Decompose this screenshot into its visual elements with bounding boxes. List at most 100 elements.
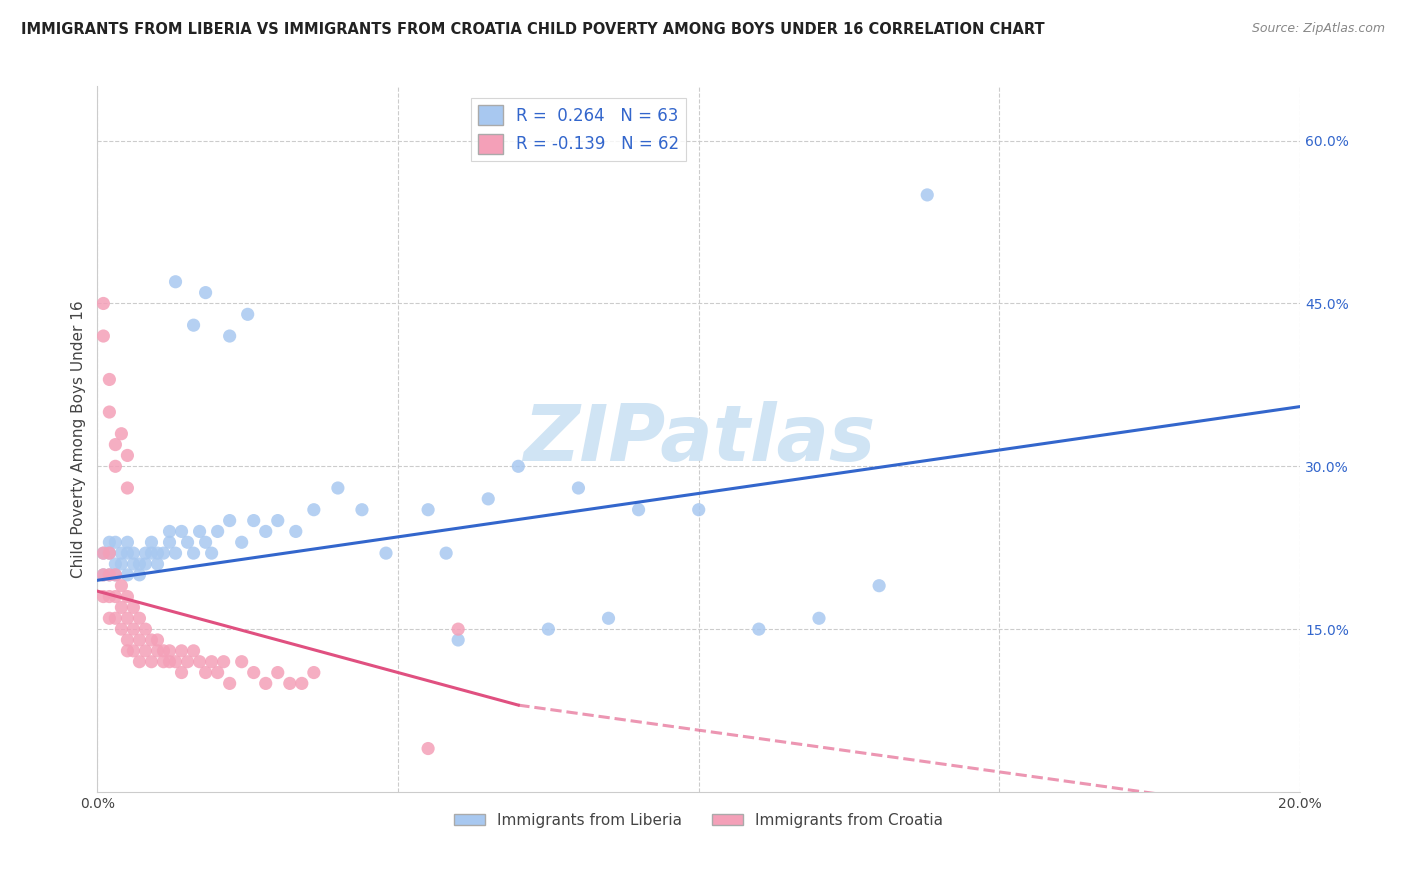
Point [416,502,439,516]
Point [188,655,211,669]
Point [165,275,187,289]
Point [267,665,290,680]
Point [242,514,264,528]
Point [201,655,224,669]
Point [375,546,398,560]
Point [122,622,145,636]
Point [104,590,127,604]
Point [98,611,121,625]
Point [122,644,145,658]
Point [218,329,240,343]
Point [117,632,139,647]
Text: Source: ZipAtlas.com: Source: ZipAtlas.com [1251,22,1385,36]
Point [207,665,229,680]
Point [218,514,240,528]
Point [110,557,132,571]
Point [117,449,139,463]
Point [201,546,224,560]
Point [93,567,115,582]
Point [159,644,181,658]
Point [141,546,163,560]
Point [194,665,217,680]
Point [93,546,115,560]
Point [688,502,710,516]
Point [165,546,187,560]
Point [110,426,132,441]
Point [134,546,156,560]
Point [165,655,187,669]
Point [477,491,499,506]
Point [122,557,145,571]
Point [110,622,132,636]
Point [152,546,174,560]
Text: IMMIGRANTS FROM LIBERIA VS IMMIGRANTS FROM CROATIA CHILD POVERTY AMONG BOYS UNDE: IMMIGRANTS FROM LIBERIA VS IMMIGRANTS FR… [21,22,1045,37]
Point [117,546,139,560]
Point [104,557,127,571]
Point [98,405,121,419]
Point [291,676,314,690]
Point [98,546,121,560]
Point [134,557,156,571]
Point [98,535,121,549]
Point [110,546,132,560]
Point [146,632,169,647]
Point [236,307,259,321]
Point [350,502,373,516]
Point [537,622,560,636]
Point [254,676,277,690]
Point [231,535,253,549]
Point [134,622,156,636]
Point [170,644,193,658]
Point [93,329,115,343]
Point [146,557,169,571]
Point [98,567,121,582]
Point [104,567,127,582]
Point [98,546,121,560]
Point [110,579,132,593]
Point [141,632,163,647]
Point [868,579,890,593]
Point [278,676,301,690]
Point [212,655,235,669]
Point [134,644,156,658]
Point [194,285,217,300]
Point [627,502,650,516]
Point [242,665,264,680]
Point [176,655,198,669]
Point [141,655,163,669]
Point [128,655,150,669]
Point [93,567,115,582]
Point [231,655,253,669]
Point [188,524,211,539]
Legend: Immigrants from Liberia, Immigrants from Croatia: Immigrants from Liberia, Immigrants from… [449,806,949,834]
Point [416,741,439,756]
Point [207,524,229,539]
Point [146,644,169,658]
Point [183,318,205,333]
Point [447,622,470,636]
Y-axis label: Child Poverty Among Boys Under 16: Child Poverty Among Boys Under 16 [72,301,86,578]
Point [302,502,325,516]
Point [146,546,169,560]
Point [93,590,115,604]
Point [104,459,127,474]
Point [194,535,217,549]
Point [117,590,139,604]
Point [159,535,181,549]
Point [434,546,457,560]
Point [117,567,139,582]
Point [128,632,150,647]
Point [183,644,205,658]
Point [807,611,830,625]
Point [117,611,139,625]
Point [176,535,198,549]
Point [567,481,589,495]
Point [128,557,150,571]
Point [170,665,193,680]
Point [141,535,163,549]
Point [218,676,240,690]
Point [915,188,938,202]
Point [93,296,115,310]
Point [104,535,127,549]
Point [159,655,181,669]
